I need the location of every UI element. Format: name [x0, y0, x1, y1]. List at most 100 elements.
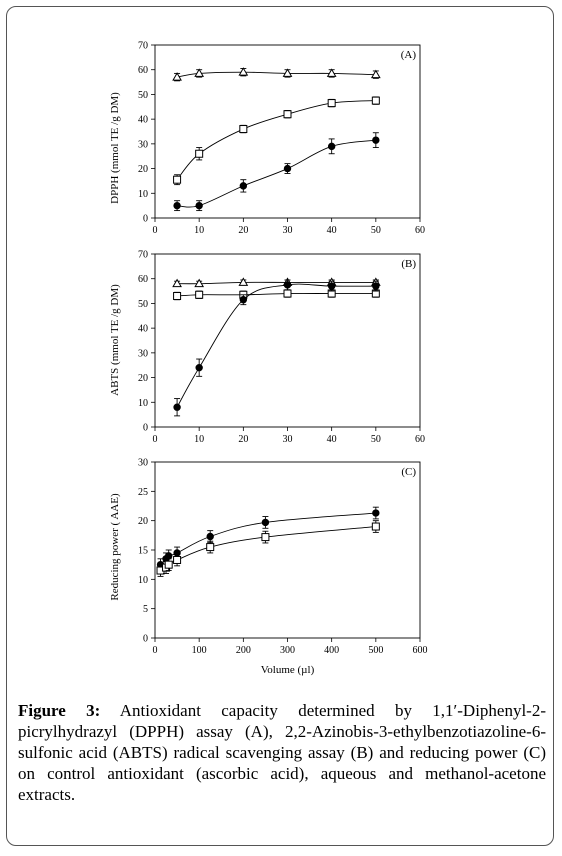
y-tick-label: 50 — [138, 299, 148, 310]
data-point — [372, 282, 380, 290]
x-tick-label: 0 — [153, 225, 158, 236]
series-line — [177, 281, 376, 285]
data-point — [238, 277, 249, 286]
x-tick-label: 0 — [153, 645, 158, 656]
y-tick-label: 70 — [138, 250, 148, 261]
x-tick-label: 10 — [194, 225, 204, 236]
x-tick-label: 60 — [415, 225, 425, 236]
x-tick-label: 400 — [324, 645, 339, 656]
data-point — [173, 403, 181, 411]
data-point — [283, 110, 292, 119]
data-point — [261, 518, 270, 527]
data-point — [282, 68, 293, 77]
y-tick-label: 30 — [138, 139, 148, 150]
series-line — [177, 71, 376, 78]
x-tick-label: 30 — [283, 225, 293, 236]
x-tick-label: 40 — [327, 225, 337, 236]
chart-dpph: 0 10 20 30 40 50 60 70 0 10 20 30 40 50 60 DPPH (mmol T… — [109, 41, 425, 237]
x-tick-label: 600 — [413, 645, 428, 656]
data-point — [283, 281, 292, 289]
series-line — [177, 139, 376, 208]
plot-area — [154, 461, 421, 639]
data-point — [173, 175, 182, 184]
data-point — [194, 278, 205, 288]
series-line — [176, 283, 376, 408]
y-tick-label: 15 — [138, 546, 148, 557]
data-point — [173, 555, 182, 564]
series-circle — [173, 279, 380, 417]
data-point — [195, 149, 204, 158]
series-line — [177, 293, 376, 297]
data-point — [327, 282, 336, 290]
data-point — [194, 68, 205, 77]
y-tick-label: 10 — [138, 189, 148, 200]
data-point — [371, 96, 380, 105]
x-tick-label: 30 — [283, 434, 293, 445]
caption-label: Figure 3: — [18, 701, 101, 720]
x-tick-label: 50 — [371, 225, 381, 236]
series-square — [173, 289, 380, 301]
x-tick-label: 20 — [238, 225, 248, 236]
figure-caption: Figure 3: Antioxidant capacity determine… — [18, 700, 546, 805]
data-point — [326, 68, 337, 77]
y-tick-label: 20 — [138, 516, 148, 527]
y-tick-label: 30 — [138, 348, 148, 359]
data-point — [173, 292, 182, 301]
data-point — [206, 532, 214, 541]
data-point — [195, 201, 203, 210]
series-square — [156, 520, 380, 577]
y-tick-label: 40 — [138, 324, 148, 335]
y-tick-label: 20 — [138, 164, 148, 175]
panel-label: (B) — [401, 258, 416, 270]
y-tick-label: 0 — [143, 634, 148, 645]
series-triangle — [172, 277, 381, 288]
data-point — [172, 278, 182, 288]
series-square — [173, 96, 380, 186]
x-tick-label: 10 — [194, 434, 204, 445]
x-tick-label: 100 — [192, 645, 207, 656]
x-tick-label: 40 — [327, 434, 337, 445]
x-tick-label: 500 — [368, 645, 383, 656]
data-point — [238, 67, 249, 76]
y-tick-label: 10 — [138, 398, 148, 409]
data-point — [327, 142, 336, 151]
y-tick-label: 30 — [138, 458, 148, 469]
x-tick-label: 300 — [280, 645, 295, 656]
y-tick-label: 10 — [138, 575, 148, 586]
data-point — [164, 560, 173, 569]
y-axis-label: ABTS (mmol TE /g DM) — [109, 284, 121, 396]
x-tick-label: 200 — [236, 645, 251, 656]
x-tick-label: 60 — [415, 434, 425, 445]
panel-label: (A) — [401, 49, 417, 61]
y-tick-label: 40 — [138, 115, 148, 126]
data-point — [164, 552, 173, 560]
y-tick-label: 0 — [143, 214, 148, 225]
figure-frame — [6, 6, 554, 846]
data-point — [195, 290, 204, 299]
x-tick-label: 20 — [238, 434, 248, 445]
panel-label: (C) — [401, 466, 416, 478]
series-circle — [173, 132, 380, 212]
y-tick-label: 25 — [138, 487, 148, 498]
data-point — [239, 182, 248, 190]
data-point — [372, 136, 380, 144]
y-axis-label: Reducing power ( AAE) — [109, 493, 121, 601]
chart-abts: 0 10 20 30 40 50 60 70 0 10 20 30 40 50 60 ABTS (mmol T… — [109, 250, 425, 446]
y-axis-label: DPPH (mmol TE /g DM) — [109, 92, 121, 204]
data-point — [206, 543, 215, 552]
data-point — [370, 69, 381, 79]
data-point — [239, 125, 248, 134]
y-tick-label: 50 — [138, 90, 148, 101]
y-tick-label: 5 — [143, 604, 148, 615]
caption-text: Antioxidant capacity determined by 1,1′-… — [18, 701, 547, 804]
series-line — [176, 100, 376, 180]
data-point — [239, 296, 248, 304]
x-tick-label: 0 — [153, 434, 158, 445]
y-tick-label: 0 — [143, 423, 148, 434]
data-point — [283, 164, 292, 173]
y-tick-label: 60 — [138, 274, 148, 285]
series-circle — [156, 506, 380, 571]
data-point — [195, 363, 203, 372]
y-tick-label: 60 — [138, 65, 148, 76]
